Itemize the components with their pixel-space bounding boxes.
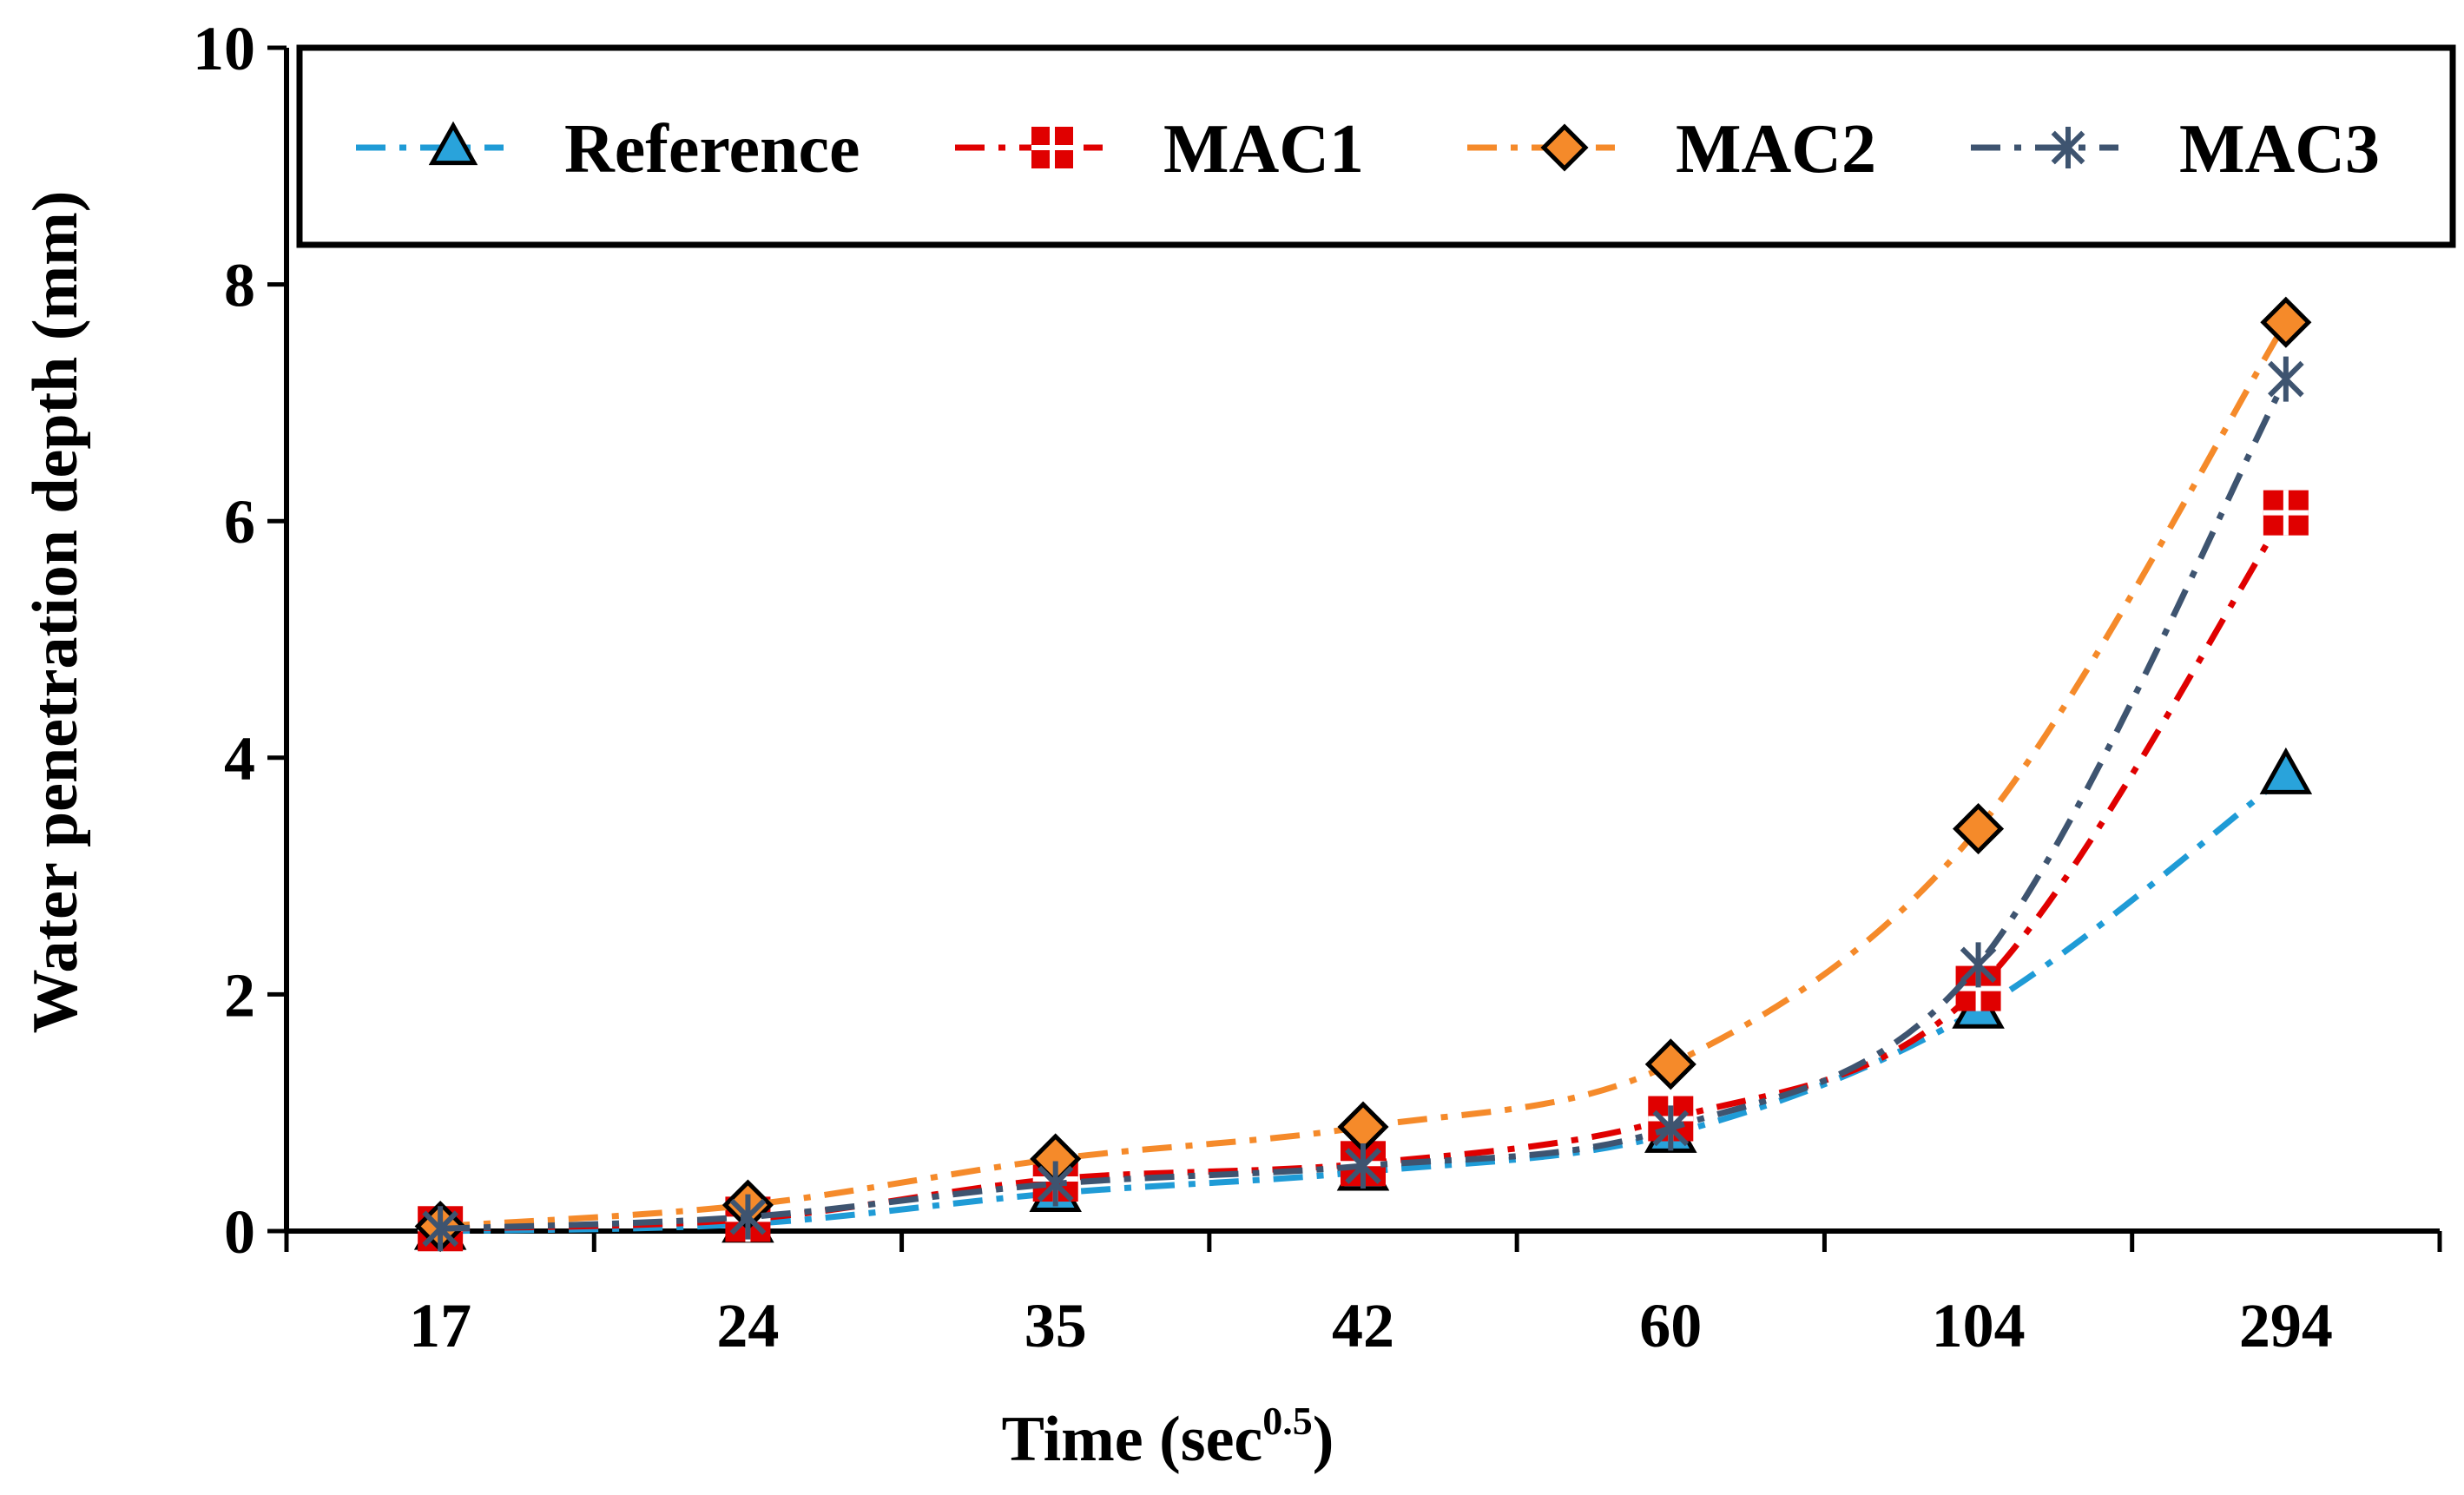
x-tick-label: 60 bbox=[1639, 1291, 1702, 1360]
data-point-reference bbox=[2259, 747, 2313, 794]
y-tick-label: 4 bbox=[224, 724, 255, 794]
data-point-mac3 bbox=[2268, 356, 2304, 402]
x-tick-label: 104 bbox=[1932, 1291, 2026, 1360]
y-tick-label: 2 bbox=[224, 960, 255, 1030]
data-point-mac3 bbox=[422, 1206, 458, 1252]
x-axis-title-text: Time (sec bbox=[1002, 1404, 1263, 1475]
legend: Reference MAC1 MAC2 MAC3 bbox=[296, 44, 2456, 248]
x-axis: 17 24 35 42 60 104 294 bbox=[284, 1228, 2442, 1360]
legend-label: MAC2 bbox=[1676, 111, 1876, 188]
y-axis: 0 2 4 6 8 10 bbox=[193, 14, 289, 1267]
y-tick-label: 6 bbox=[224, 487, 255, 557]
legend-marker bbox=[428, 121, 478, 166]
x-tick-label: 42 bbox=[1332, 1291, 1394, 1360]
data-point-mac3 bbox=[1960, 942, 1997, 988]
data-point-mac3 bbox=[1652, 1105, 1690, 1151]
series-line-mac3 bbox=[440, 378, 2289, 1232]
x-axis-title: Time (sec0.5) bbox=[1002, 1399, 1334, 1475]
series-layer bbox=[413, 296, 2313, 1253]
x-tick-label: 35 bbox=[1024, 1291, 1087, 1360]
legend-marker bbox=[1031, 127, 1073, 168]
data-point-mac3 bbox=[1037, 1161, 1074, 1207]
legend-marker bbox=[1540, 123, 1589, 172]
x-tick-label: 294 bbox=[2239, 1291, 2333, 1360]
data-point-mac2 bbox=[2260, 296, 2312, 348]
legend-entry-mac2: MAC2 bbox=[1467, 111, 1876, 188]
data-point-mac3 bbox=[1345, 1143, 1381, 1189]
legend-entry-mac3: MAC3 bbox=[1971, 111, 2380, 188]
legend-entry-mac1: MAC1 bbox=[955, 111, 1364, 188]
legend-marker bbox=[2051, 127, 2085, 168]
legend-label: MAC3 bbox=[2179, 111, 2380, 188]
legend-label: MAC1 bbox=[1163, 111, 1364, 188]
series-mac3 bbox=[422, 356, 2304, 1252]
y-tick-label: 0 bbox=[224, 1197, 255, 1267]
y-axis-title: Water penetration depth (mm) bbox=[20, 191, 91, 1034]
legend-box bbox=[296, 44, 2456, 248]
series-line-mac1 bbox=[440, 510, 2289, 1232]
x-axis-title-close: ) bbox=[1313, 1404, 1334, 1475]
data-point-mac3 bbox=[729, 1194, 767, 1240]
data-point-mac2 bbox=[1953, 803, 2005, 855]
x-axis-title-exponent: 0.5 bbox=[1262, 1399, 1313, 1443]
legend-label: Reference bbox=[564, 111, 860, 188]
x-tick-label: 24 bbox=[716, 1291, 779, 1360]
data-point-mac1 bbox=[2263, 490, 2309, 536]
data-point-mac2 bbox=[1644, 1038, 1696, 1090]
y-tick-label: 10 bbox=[193, 14, 255, 83]
y-tick-label: 8 bbox=[224, 251, 255, 320]
legend-entry-reference: Reference bbox=[356, 111, 860, 188]
x-tick-label: 17 bbox=[409, 1291, 471, 1360]
